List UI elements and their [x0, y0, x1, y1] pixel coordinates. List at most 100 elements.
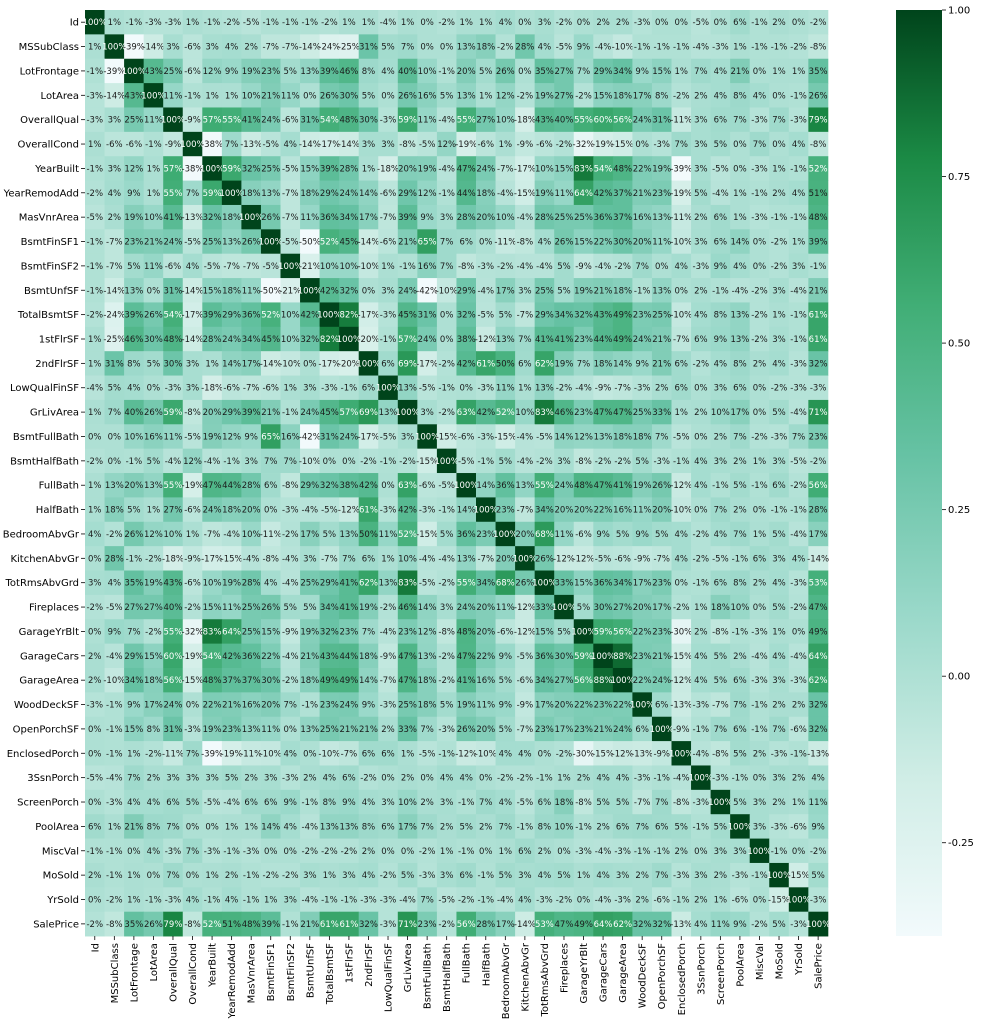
cell-value-label: -7%: [223, 262, 240, 272]
heatmap-cell: [300, 789, 320, 815]
heatmap-cell: [319, 448, 340, 474]
cell-value-label: -7%: [653, 554, 670, 564]
cell-value-label: -2%: [282, 676, 299, 686]
cell-value-label: 3%: [616, 871, 630, 881]
cell-value-label: 0%: [753, 603, 767, 613]
heatmap-cell: [710, 107, 731, 133]
heatmap-cell: [730, 10, 751, 35]
cell-value-label: 10%: [164, 530, 183, 540]
heatmap-cell: [534, 887, 555, 913]
cell-value-label: 1%: [518, 384, 532, 394]
heatmap-cell: [691, 253, 711, 279]
cell-value-label: 4%: [538, 238, 552, 248]
cell-value-label: -6%: [223, 384, 240, 394]
heatmap-cell: [280, 521, 301, 547]
cell-value-label: 26%: [398, 91, 417, 101]
cell-value-label: -2%: [556, 749, 573, 759]
cell-value-label: 5%: [284, 67, 298, 77]
heatmap-cell: [124, 253, 145, 279]
cell-value-label: -4%: [497, 189, 514, 199]
cell-value-label: 10%: [144, 213, 163, 223]
heatmap-cell: [202, 521, 223, 547]
cell-value-label: -39%: [201, 749, 223, 759]
heatmap-cell: [319, 546, 340, 571]
cell-value-label: 0%: [714, 18, 728, 28]
cell-value-label: 0%: [88, 896, 102, 906]
cell-value-label: 21%: [809, 286, 828, 296]
heatmap-cell: [397, 570, 418, 596]
cell-value-label: 5%: [284, 603, 298, 613]
heatmap-cell: [163, 887, 184, 913]
cell-value-label: -8%: [712, 627, 729, 637]
heatmap-cell: [221, 862, 242, 888]
heatmap-cell: [417, 326, 438, 352]
heatmap-cell: [202, 594, 223, 620]
heatmap-cell: [358, 497, 379, 523]
heatmap-cell: [749, 716, 770, 742]
heatmap-cell: [339, 83, 360, 108]
heatmap-cell: [260, 716, 281, 742]
heatmap-cell: [515, 570, 536, 596]
cell-value-label: -4%: [223, 798, 240, 808]
cell-value-label: -3%: [419, 871, 436, 881]
cell-value-label: -8%: [399, 140, 416, 150]
cell-value-label: 19%: [457, 701, 476, 711]
cell-value-label: -1%: [438, 189, 455, 199]
cell-value-label: 56%: [574, 676, 593, 686]
heatmap-cell: [378, 180, 399, 206]
heatmap-cell: [534, 156, 555, 181]
cell-value-label: 55%: [222, 116, 241, 126]
cell-value-label: 7%: [733, 530, 747, 540]
cell-value-label: 23%: [476, 530, 495, 540]
heatmap-cell: [593, 546, 614, 571]
cell-value-label: 39%: [809, 238, 828, 248]
heatmap-cell: [495, 107, 516, 133]
heatmap-cell: [534, 789, 555, 815]
cell-value-label: 29%: [222, 408, 241, 418]
heatmap-cell: [417, 716, 438, 742]
cell-value-label: 13%: [339, 530, 358, 540]
heatmap-cell: [632, 58, 653, 84]
heatmap-cell: [651, 521, 672, 547]
heatmap-cell: [124, 497, 145, 523]
heatmap-cell: [769, 862, 790, 888]
heatmap-cell: [495, 131, 516, 157]
cell-value-label: -1%: [712, 481, 729, 491]
cell-value-label: 48%: [242, 920, 261, 930]
cell-value-label: 4%: [225, 896, 239, 906]
heatmap-cell: [788, 424, 809, 450]
cell-value-label: -2%: [360, 457, 377, 467]
heatmap-cell: [671, 302, 692, 328]
cell-value-label: 65%: [418, 238, 437, 248]
heatmap-cell: [280, 156, 301, 181]
cell-value-label: 4%: [440, 774, 454, 784]
heatmap-cell: [85, 253, 105, 279]
cell-value-label: 0%: [459, 384, 473, 394]
heatmap-cell: [300, 521, 320, 547]
x-tick-label: FullBath: [462, 943, 473, 983]
heatmap-cell: [436, 326, 457, 352]
cell-value-label: 45%: [339, 238, 358, 248]
heatmap-cell: [378, 546, 399, 571]
cell-value-label: 5%: [479, 67, 493, 77]
heatmap-cell: [397, 156, 418, 181]
cell-value-label: -8%: [262, 554, 279, 564]
heatmap-cell: [730, 399, 751, 425]
cell-value-label: 0%: [635, 140, 649, 150]
heatmap-cell: [378, 83, 399, 108]
cell-value-label: -24%: [318, 43, 340, 53]
heatmap-cell: [143, 253, 164, 279]
cell-value-label: 79%: [809, 116, 828, 126]
heatmap-cell: [554, 229, 575, 255]
heatmap-cell: [691, 229, 711, 255]
cell-value-label: 4%: [362, 798, 376, 808]
heatmap-cell: [456, 156, 477, 181]
heatmap-cell: [339, 741, 360, 766]
cell-value-label: 3%: [753, 798, 767, 808]
cell-value-label: 2%: [362, 847, 376, 857]
cell-value-label: 10%: [535, 164, 554, 174]
heatmap-cell: [163, 424, 184, 450]
heatmap-cell: [339, 399, 360, 425]
heatmap-cell: [436, 204, 457, 230]
heatmap-cell: [163, 34, 184, 60]
